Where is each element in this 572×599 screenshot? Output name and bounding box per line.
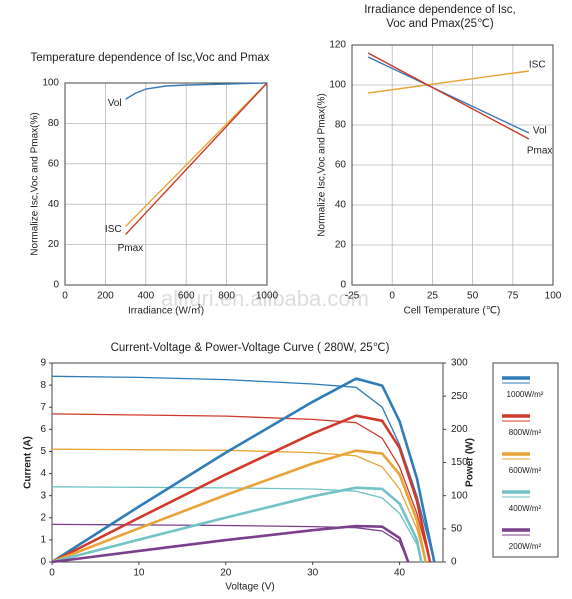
x-tick-label: 200 xyxy=(97,291,114,302)
series-line xyxy=(51,414,432,564)
legend-label: 1000W/m² xyxy=(507,390,544,399)
y-axis-label: Normalize Isc,Voc and Pmax(%) xyxy=(317,93,328,236)
chart-title: Current-Voltage & Power-Voltage Curve ( … xyxy=(111,342,390,354)
legend-label: 200W/m² xyxy=(509,542,542,551)
y2-tick-label: 50 xyxy=(451,523,463,534)
x-tick-label: 1000 xyxy=(256,291,279,302)
x-tick-label: 25 xyxy=(427,291,439,302)
y-tick-label: 20 xyxy=(48,239,60,250)
x-tick-label: 40 xyxy=(394,568,406,579)
series-line xyxy=(367,56,530,134)
x-tick-label: 20 xyxy=(220,568,232,579)
y-axis-label: Current (A) xyxy=(23,436,34,489)
y-tick-label: 4 xyxy=(40,468,46,479)
plot-frame xyxy=(51,362,444,563)
legend-label: 400W/m² xyxy=(509,504,542,513)
x-tick-label: 400 xyxy=(137,291,154,302)
series-line xyxy=(51,377,436,564)
x-tick-label: 0 xyxy=(49,568,55,579)
y-tick-label: 3 xyxy=(40,490,46,501)
y-tick-label: 9 xyxy=(40,358,46,369)
y-tick-label: 2 xyxy=(40,512,46,523)
series-label: ISC xyxy=(105,224,122,235)
chart-title: Irradiance dependence of Isc, xyxy=(364,4,516,16)
y-tick-label: 80 xyxy=(335,120,347,131)
y-tick-label: 7 xyxy=(40,402,46,413)
y-tick-label: 80 xyxy=(48,118,60,129)
series-label: Pmax xyxy=(118,243,144,254)
series-label: Pmax xyxy=(527,146,553,157)
x-tick-label: 100 xyxy=(545,291,562,302)
plot-frame xyxy=(64,82,268,286)
series-line xyxy=(368,70,529,94)
y2-tick-label: 250 xyxy=(451,391,468,402)
plot-frame xyxy=(351,44,554,286)
series-line xyxy=(51,486,423,564)
y-tick-label: 6 xyxy=(40,424,46,435)
series-line xyxy=(125,82,268,227)
series-label: ISC xyxy=(529,60,546,71)
x-axis-label: Cell Temperature (℃) xyxy=(404,306,501,317)
y-tick-label: 60 xyxy=(48,158,60,169)
y-tick-label: 0 xyxy=(53,280,59,291)
y-tick-label: 120 xyxy=(329,40,346,51)
chart-title: Temperature dependence of Isc,Voc and Pm… xyxy=(30,52,269,64)
series-label: Vol xyxy=(108,98,122,109)
y-tick-label: 40 xyxy=(335,200,347,211)
y2-tick-label: 200 xyxy=(451,424,468,435)
series-line xyxy=(51,413,431,563)
x-axis-label: Irradiance (W/㎡) xyxy=(128,305,204,317)
y-axis-label: Normalize Isc,Voc and Pmax(%) xyxy=(30,112,41,255)
x-tick-label: 30 xyxy=(307,568,319,579)
x-tick-label: 75 xyxy=(507,291,519,302)
x-tick-label: 50 xyxy=(467,291,479,302)
y-tick-label: 20 xyxy=(335,240,347,251)
y-tick-label: 5 xyxy=(40,446,46,457)
series-line xyxy=(51,524,410,564)
series-line xyxy=(367,52,530,140)
watermark: alifuri.en.alibaba.com xyxy=(161,286,369,311)
y-tick-label: 100 xyxy=(42,78,59,89)
series-line xyxy=(51,375,435,563)
x-tick-label: 600 xyxy=(178,291,195,302)
series-line xyxy=(51,449,427,564)
y-tick-label: 8 xyxy=(40,380,46,391)
series-line xyxy=(125,82,268,235)
x-tick-label: 10 xyxy=(133,568,145,579)
y-tick-label: 40 xyxy=(48,199,60,210)
y2-axis-label: Power (W) xyxy=(465,438,476,487)
y2-tick-label: 150 xyxy=(451,457,468,468)
legend-box xyxy=(492,362,559,558)
x-tick-label: 0 xyxy=(62,291,68,302)
y2-tick-label: 0 xyxy=(451,557,457,568)
y-tick-label: 0 xyxy=(40,557,46,568)
series-line xyxy=(51,448,427,563)
series-label: Vol xyxy=(533,126,547,137)
y-tick-label: 1 xyxy=(40,535,46,546)
series-line xyxy=(125,82,268,100)
y-tick-label: 100 xyxy=(329,80,346,91)
x-axis-label: Voltage (V) xyxy=(225,582,274,593)
legend-label: 600W/m² xyxy=(509,466,542,475)
x-tick-label: 800 xyxy=(218,291,235,302)
x-tick-label: 0 xyxy=(389,291,395,302)
y2-tick-label: 100 xyxy=(451,490,468,501)
y2-tick-label: 300 xyxy=(451,358,468,369)
y-tick-label: 60 xyxy=(335,160,347,171)
x-tick-label: -25 xyxy=(345,291,360,302)
y-tick-label: 0 xyxy=(340,280,346,291)
legend-label: 800W/m² xyxy=(509,428,542,437)
chart-title: Voc and Pmax(25℃) xyxy=(386,18,494,30)
